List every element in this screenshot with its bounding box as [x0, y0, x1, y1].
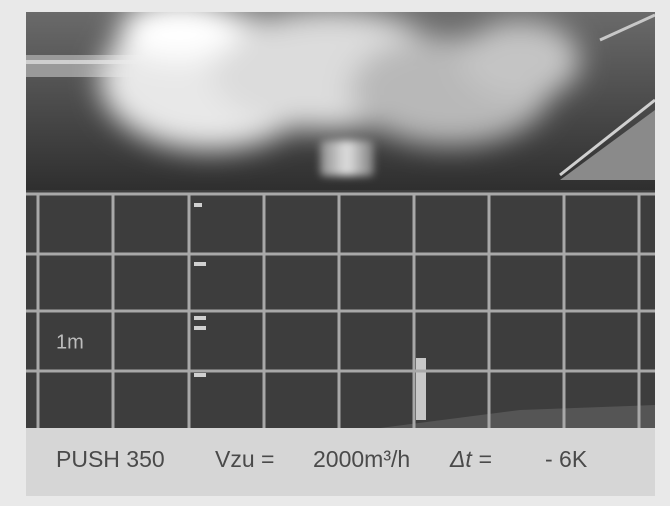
floor-light [380, 405, 655, 428]
air-outlet [320, 140, 374, 176]
beam-edge [26, 60, 166, 64]
caption-part: 2000m³/h [313, 446, 410, 472]
probe [416, 358, 426, 420]
photo: 1m [26, 12, 655, 428]
smoke [100, 12, 580, 150]
caption-part: Vzu = [215, 446, 274, 472]
markers [194, 203, 206, 377]
scale-label: 1m [56, 331, 84, 353]
truss [599, 13, 655, 42]
caption-part: PUSH 350 [56, 446, 165, 472]
stairs [560, 110, 655, 180]
caption-part: Δt = [449, 446, 492, 472]
grid [26, 192, 655, 428]
caption: PUSH 350 Vzu = 2000m³/h Δt = - 6K [56, 446, 588, 472]
rail [559, 98, 655, 177]
caption-part: - 6K [545, 446, 588, 472]
caption-band [26, 428, 655, 496]
